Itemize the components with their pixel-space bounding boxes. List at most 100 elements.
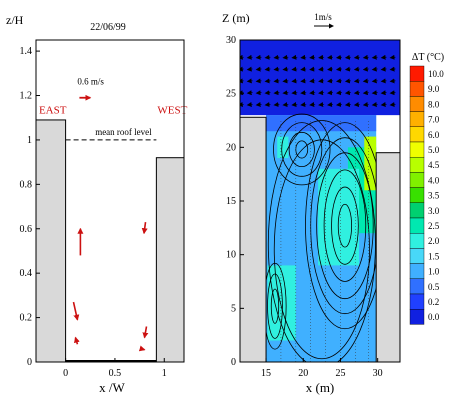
wind-vector: [371, 78, 378, 84]
y-tick-label: 15: [226, 196, 236, 207]
colorbar: 10.0 9.0 8.0 7.0 6.0 5.0 4.5 4.0 3.5 3.0 2.5 2.0 1.5…: [409, 65, 444, 325]
wind-vector: [344, 102, 351, 108]
wind-vector: [255, 54, 262, 60]
right-buildings: [239, 116, 401, 363]
streamline: [323, 169, 367, 282]
y-tick-label: 1.4: [20, 46, 33, 57]
wind-vector: [327, 78, 334, 84]
wind-vector: [300, 78, 307, 84]
wind-vector: [240, 90, 244, 96]
x-tick-label: 15: [261, 368, 271, 379]
west-label: WEST: [157, 105, 187, 117]
wind-vectors: [240, 54, 396, 108]
colorbar-label: 0.0: [428, 312, 440, 322]
wind-vector: [246, 54, 253, 60]
wind-vector: [291, 78, 298, 84]
right-y-label: Z (m): [222, 11, 250, 25]
streamline: [270, 288, 280, 324]
wind-vector: [246, 102, 253, 108]
y-tick-label: 0.6: [20, 224, 33, 235]
wind-vector: [353, 78, 360, 84]
streamline: [337, 203, 353, 248]
velocity-vector: [138, 345, 146, 352]
wind-vector: [264, 102, 271, 108]
y-tick-label: 5: [231, 303, 236, 314]
wind-vector: [344, 90, 351, 96]
wind-vector: [273, 102, 280, 108]
wind-vector: [380, 90, 387, 96]
wind-vector: [371, 102, 378, 108]
wind-vector: [300, 90, 307, 96]
velocity-vector: [142, 326, 149, 339]
wind-vector: [273, 54, 280, 60]
colorbar-label: 0.5: [428, 282, 440, 292]
wind-vector: [240, 102, 244, 108]
wind-vector: [291, 66, 298, 72]
colorbar-swatch: [409, 172, 425, 188]
wind-vector: [327, 54, 334, 60]
wind-vector: [240, 78, 244, 84]
colorbar-label: 6.0: [428, 130, 440, 140]
wind-vector: [371, 90, 378, 96]
wind-vector: [282, 66, 289, 72]
colorbar-swatch: [409, 80, 425, 97]
wind-vector: [282, 78, 289, 84]
wind-vector: [300, 66, 307, 72]
wind-vector: [273, 66, 280, 72]
wind-vector: [240, 66, 244, 72]
streamline: [331, 186, 359, 265]
colorbar-swatch: [409, 202, 425, 219]
colorbar-label: 2.0: [428, 236, 440, 246]
wind-vector: [327, 102, 334, 108]
colorbar-swatch: [409, 187, 425, 204]
wind-vector: [389, 102, 396, 108]
wind-vector: [291, 102, 298, 108]
wind-vector: [282, 54, 289, 60]
wind-vector: [273, 78, 280, 84]
wind-vector: [318, 102, 325, 108]
wind-vector: [380, 102, 387, 108]
reference-arrow-label: 0.6 m/s: [77, 77, 104, 87]
wind-vector: [362, 54, 369, 60]
west-building: [155, 157, 185, 363]
right-grid-lines: [280, 120, 369, 362]
streamlines: [263, 113, 385, 362]
colorbar-label: 1.5: [428, 251, 440, 261]
streamline: [295, 140, 309, 159]
colorbar-label: 9.0: [428, 84, 440, 94]
streamline: [288, 131, 315, 168]
left-title: 22/06/99: [90, 22, 126, 33]
wind-vector: [335, 66, 342, 72]
wind-vector: [318, 66, 325, 72]
colorbar-label: 7.0: [428, 115, 440, 125]
wind-vector: [246, 90, 253, 96]
wind-vector: [344, 54, 351, 60]
colorbar-label: 4.0: [428, 175, 440, 185]
wind-vector: [300, 54, 307, 60]
colorbar-label: 3.5: [428, 191, 440, 201]
wind-vector: [362, 78, 369, 84]
wind-vector: [255, 78, 262, 84]
wind-vector: [309, 78, 316, 84]
wind-vector: [309, 54, 316, 60]
colorbar-swatch: [409, 65, 425, 82]
colorbar-swatch: [409, 232, 425, 249]
wind-vector: [362, 102, 369, 108]
wind-vector: [353, 66, 360, 72]
mean-roof-label: mean roof level: [95, 127, 152, 137]
wind-vector: [362, 66, 369, 72]
x-tick-label: 25: [335, 368, 345, 379]
wind-vector: [300, 102, 307, 108]
west-building: [375, 152, 401, 363]
colorbar-swatch: [409, 111, 425, 127]
wind-vector: [362, 90, 369, 96]
wind-vector: [282, 102, 289, 108]
colorbar-label: 10.0: [428, 69, 444, 79]
y-tick-label: 10: [226, 250, 236, 261]
wind-vector: [380, 54, 387, 60]
wind-vector: [264, 54, 271, 60]
reference-vector-label: 1m/s: [314, 12, 332, 22]
wind-vector: [255, 102, 262, 108]
east-building: [239, 116, 267, 363]
